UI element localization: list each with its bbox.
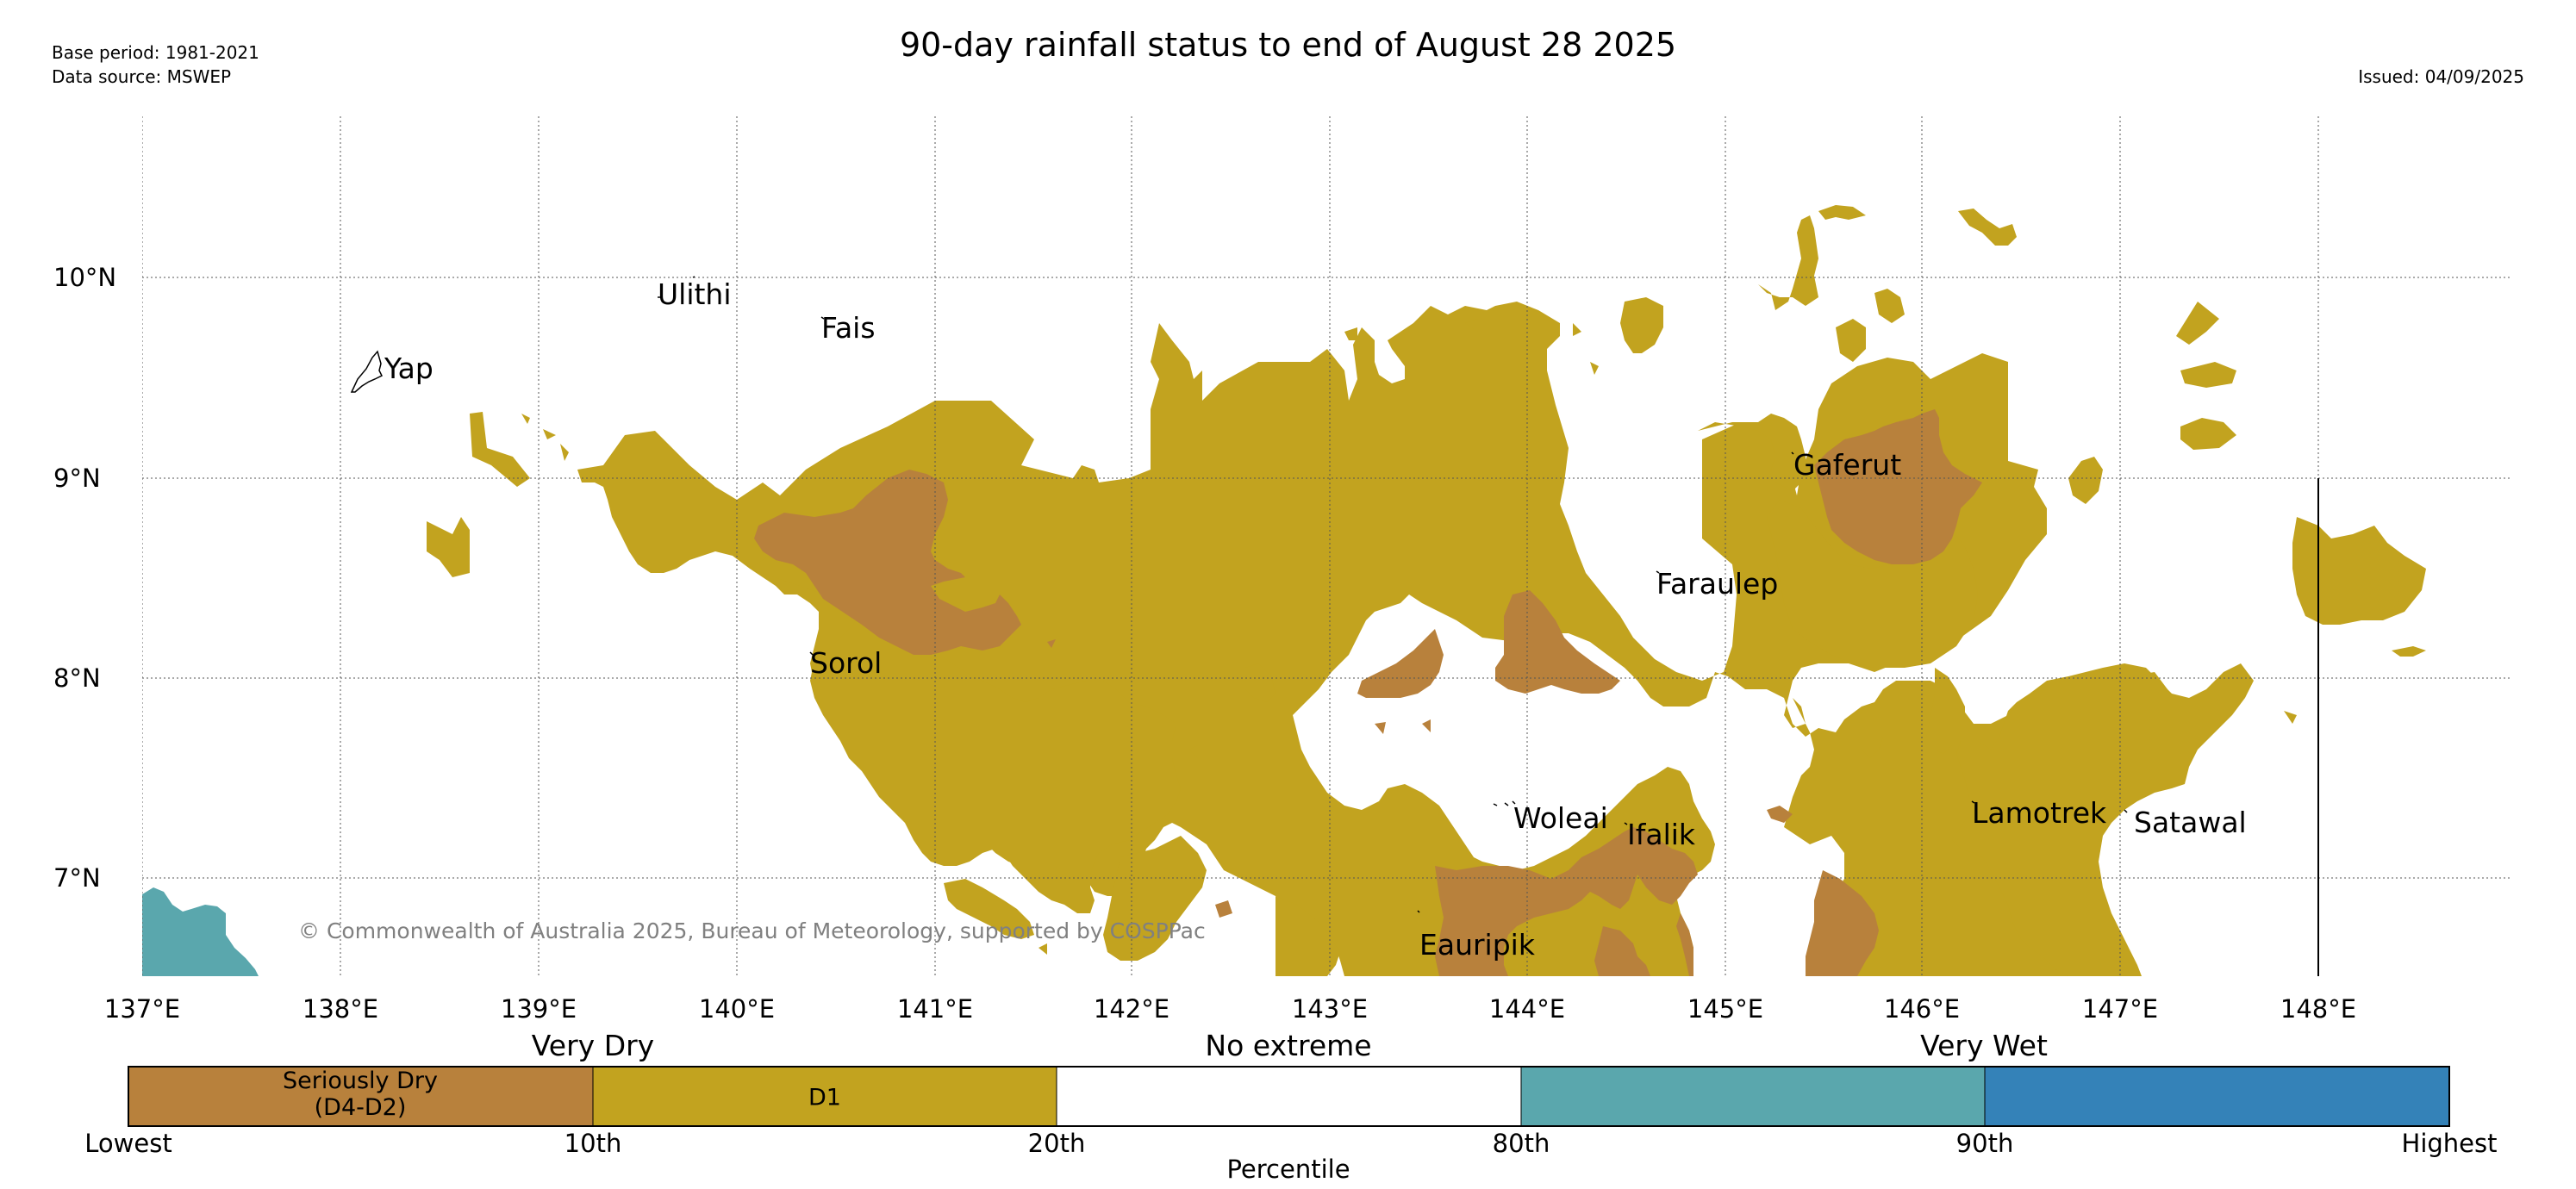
satawal-island	[2124, 809, 2128, 813]
lat-label-8n: 8°N	[53, 663, 101, 693]
lon-label-147e: 147°E	[2081, 994, 2159, 1024]
seriously-dry-regions	[754, 409, 1982, 976]
lon-label-144e: 144°E	[1488, 994, 1566, 1024]
place-label-ifalik: Ifalik	[1627, 818, 1696, 851]
issued-date-text: Issued: 04/09/2025	[2358, 66, 2524, 87]
lon-label-137e: 137°E	[103, 994, 181, 1024]
map-title: 90-day rainfall status to end of August …	[899, 26, 1677, 64]
legend-category-very-dry: Very Dry	[531, 1029, 655, 1062]
colorbar-band-80-90	[1521, 1067, 1985, 1126]
legend-category-no-extreme: No extreme	[1205, 1029, 1372, 1062]
lon-label-145e: 145°E	[1687, 994, 1764, 1024]
place-label-satawal: Satawal	[2134, 806, 2247, 839]
lon-label-142e: 142°E	[1093, 994, 1170, 1024]
place-label-gaferut: Gaferut	[1793, 448, 1902, 482]
place-label-eauripik: Eauripik	[1419, 928, 1535, 962]
colorbar-band-d1	[593, 1067, 1057, 1126]
copyright-text: © Commonwealth of Australia 2025, Bureau…	[298, 918, 1206, 943]
colorbar-tick-90th: 90th	[1955, 1129, 2014, 1158]
place-label-yap: Yap	[384, 352, 433, 385]
lon-label-138e: 138°E	[302, 994, 379, 1024]
yap-island	[350, 350, 384, 393]
colorbar-frame	[128, 1066, 2450, 1127]
place-label-lamotrek: Lamotrek	[1972, 796, 2107, 830]
legend-category-very-wet: Very Wet	[1920, 1029, 2048, 1062]
lon-label-141e: 141°E	[896, 994, 974, 1024]
lon-label-148e: 148°E	[2280, 994, 2357, 1024]
colorbar-tick-highest: Highest	[2401, 1129, 2498, 1158]
faraulep-island	[1656, 570, 1660, 574]
colorbar-band-90-highest	[1985, 1067, 2449, 1126]
colorbar-tick-20th: 20th	[1027, 1129, 1086, 1158]
woleai-island	[1493, 800, 1516, 806]
base-period-text: Base period: 1981-2021	[52, 42, 259, 63]
place-label-woleai: Woleai	[1513, 801, 1608, 835]
lon-label-143e: 143°E	[1291, 994, 1369, 1024]
lon-label-139e: 139°E	[500, 994, 577, 1024]
colorbar-label-d1: D1	[808, 1084, 841, 1111]
place-label-ulithi: Ulithi	[658, 277, 732, 311]
lat-label-10n: 10°N	[53, 263, 117, 292]
data-source-text: Data source: MSWEP	[52, 66, 232, 87]
ifalik-island	[1624, 822, 1628, 825]
place-label-fais: Fais	[821, 311, 876, 345]
lamotrek-island	[1971, 800, 1975, 804]
lat-label-7n: 7°N	[53, 863, 101, 893]
eauripik-island	[1417, 910, 1420, 913]
d1-regions	[427, 205, 2426, 976]
colorbar-label-seriously-dry: Seriously Dry (D4-D2)	[283, 1068, 438, 1121]
islands	[350, 276, 2128, 913]
gaferut-island	[1791, 451, 1794, 455]
very-wet-region	[142, 887, 259, 976]
colorbar-tick-80th: 80th	[1492, 1129, 1550, 1158]
colorbar-tick-10th: 10th	[564, 1129, 622, 1158]
lon-label-140e: 140°E	[698, 994, 776, 1024]
fais-island	[820, 316, 825, 320]
lat-label-9n: 9°N	[53, 464, 101, 493]
lon-label-146e: 146°E	[1883, 994, 1961, 1024]
colorbar-xlabel: Percentile	[1226, 1155, 1350, 1184]
colorbar-band-no-extreme	[1057, 1067, 1521, 1126]
colorbar-band-seriously-dry	[128, 1067, 593, 1126]
sorol-island	[809, 651, 814, 656]
place-label-sorol: Sorol	[810, 646, 883, 680]
colorbar-tick-lowest: Lowest	[84, 1129, 172, 1158]
place-label-faraulep: Faraulep	[1656, 567, 1779, 601]
